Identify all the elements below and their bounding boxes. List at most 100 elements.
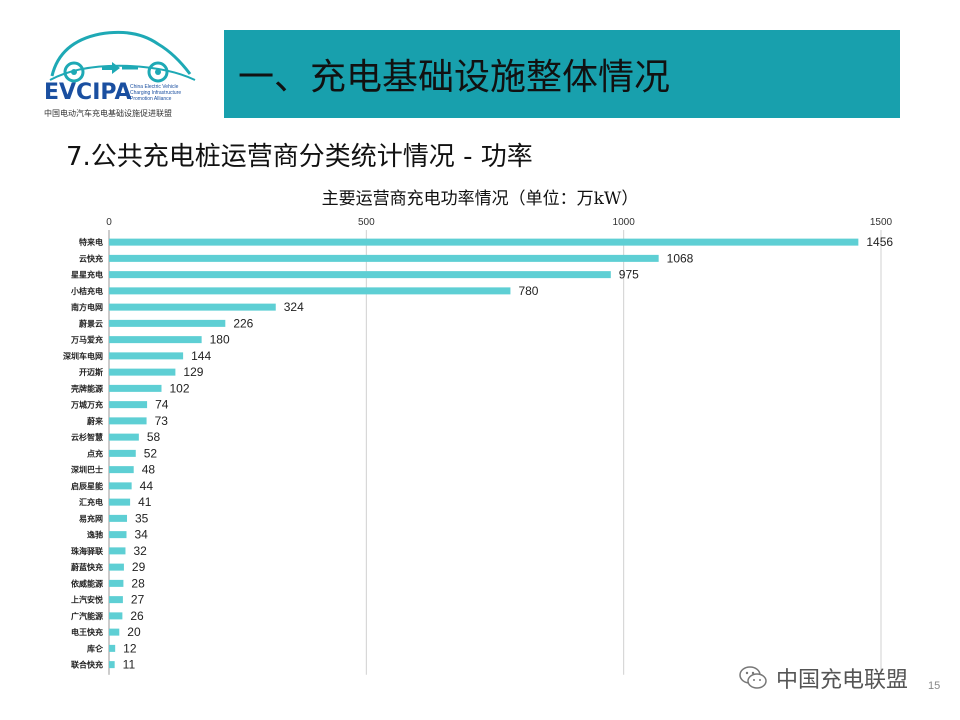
bar: [109, 319, 226, 327]
bar: [109, 482, 132, 490]
category-label: 依威能源: [71, 578, 103, 588]
bar: [109, 336, 202, 344]
wechat-icon: [739, 666, 767, 689]
logo-subtitle: China Electric Vehicle Charging Infrastr…: [130, 84, 200, 102]
bar: [109, 287, 511, 295]
data-label: 102: [169, 381, 189, 395]
logo-sub-line: China Electric Vehicle: [130, 84, 179, 90]
bar: [109, 628, 120, 636]
data-label: 28: [131, 576, 145, 590]
category-label: 启辰星能: [71, 481, 103, 491]
data-label: 52: [144, 446, 158, 460]
bar: [109, 531, 127, 539]
bar: [109, 612, 123, 620]
data-label: 26: [130, 609, 144, 623]
category-label: 珠海驿联: [71, 546, 103, 556]
category-label: 万马爱充: [70, 335, 103, 345]
x-tick-label: 0: [106, 217, 112, 228]
data-label: 41: [138, 495, 152, 509]
logo-cn-name: 中国电动汽车充电基础设施促进联盟: [44, 109, 172, 118]
bar: [109, 238, 859, 246]
category-label: 逸驰: [87, 530, 103, 540]
bar: [109, 433, 139, 441]
bar: [109, 368, 176, 376]
data-label: 144: [191, 349, 211, 363]
data-label: 129: [183, 365, 203, 379]
category-label: 南方电网: [71, 302, 103, 312]
bar: [109, 466, 134, 474]
logo-sub-line: Charging Infrastructure: [130, 90, 182, 96]
category-label: 深圳车电网: [63, 351, 103, 361]
data-label: 44: [140, 479, 154, 493]
data-label: 73: [155, 414, 169, 428]
evcipa-logo: [49, 30, 196, 83]
section-subtitle: 7.公共充电桩运营商分类统计情况 - 功率: [66, 142, 533, 172]
category-label: 壳牌能源: [70, 383, 103, 393]
data-label: 780: [518, 284, 538, 298]
data-label: 180: [210, 333, 230, 347]
data-label: 324: [284, 300, 304, 314]
category-label: 蔚蓝快充: [71, 562, 103, 572]
bar: [109, 596, 123, 604]
data-label: 1456: [866, 235, 893, 249]
data-label: 226: [233, 316, 253, 330]
bar: [109, 352, 184, 360]
category-label: 蔚景云: [79, 318, 103, 328]
category-label: 万城万充: [70, 400, 103, 410]
category-label: 电王快充: [71, 627, 103, 637]
data-label: 58: [147, 430, 161, 444]
category-label: 蔚来: [87, 416, 104, 426]
logo-name: EVCIPA: [44, 80, 132, 105]
category-label: 星星充电: [71, 270, 103, 280]
x-tick-label: 1500: [870, 217, 893, 228]
watermark-text: 中国充电联盟: [776, 668, 909, 693]
bar: [109, 303, 276, 311]
data-label: 34: [134, 528, 148, 542]
data-label: 12: [123, 641, 137, 655]
data-label: 975: [619, 268, 639, 282]
data-label: 32: [133, 544, 147, 558]
x-tick-label: 500: [358, 217, 375, 228]
category-label: 点充: [87, 448, 103, 458]
category-label: 汇充电: [79, 497, 103, 507]
category-label: 联合快充: [71, 660, 103, 670]
watermark: 中国充电联盟: [738, 662, 908, 694]
category-label: 深圳巴士: [71, 465, 103, 475]
data-label: 1068: [667, 251, 694, 265]
bar: [109, 449, 136, 457]
category-label: 上汽安悦: [71, 595, 103, 605]
bar: [109, 514, 128, 522]
data-label: 48: [142, 463, 156, 477]
title-banner: 一、充电基础设施整体情况: [224, 30, 900, 118]
data-label: 29: [132, 560, 146, 574]
bar: [109, 254, 659, 262]
logo-sub-line: Promotion Alliance: [130, 96, 172, 102]
page-number: 15: [928, 680, 941, 692]
bar: [109, 563, 124, 571]
bar: [109, 644, 116, 652]
bar: [109, 661, 115, 669]
data-label: 11: [123, 658, 136, 672]
category-label: 特来电: [79, 237, 103, 247]
data-label: 74: [155, 398, 169, 412]
bar: [109, 401, 148, 409]
bar: [109, 579, 124, 587]
category-label: 云杉智慧: [71, 432, 103, 442]
bar: [109, 547, 126, 555]
category-label: 云快充: [79, 253, 103, 263]
chart-title: 主要运营商充电功率情况（单位：万kW）: [321, 189, 639, 209]
category-label: 广汽能源: [71, 611, 103, 621]
page-title: 一、充电基础设施整体情况: [238, 57, 671, 98]
category-label: 小桔充电: [70, 286, 103, 296]
data-label: 27: [131, 593, 145, 607]
data-label: 20: [127, 625, 141, 639]
x-tick-label: 1000: [613, 217, 636, 228]
category-label: 开迈斯: [79, 367, 103, 377]
bar: [109, 384, 162, 392]
data-label: 35: [135, 511, 149, 525]
bar: [109, 498, 131, 506]
bar: [109, 417, 147, 425]
category-label: 库仑: [87, 643, 104, 653]
bar: [109, 271, 611, 279]
